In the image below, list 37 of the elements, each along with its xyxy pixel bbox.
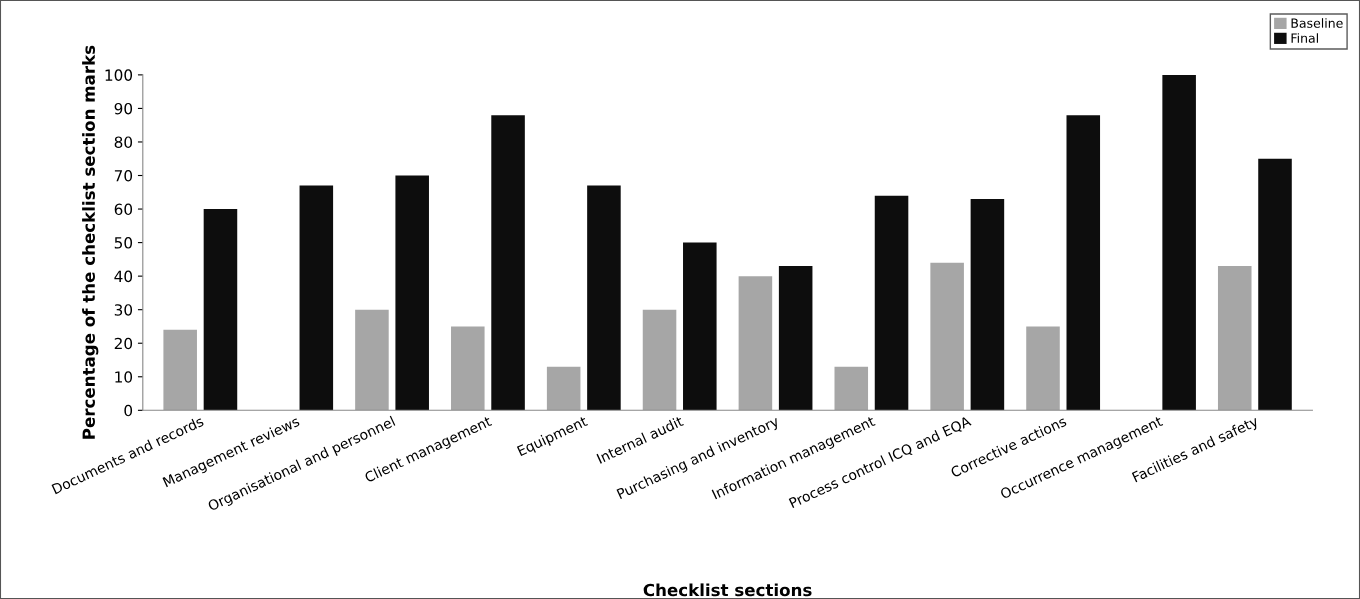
y-tick-label: 40 [114,270,133,283]
bar [930,262,964,411]
bar [834,366,869,411]
bar [491,115,525,411]
y-tick-label: 0 [124,404,133,417]
bar [642,309,677,411]
bar [1258,158,1292,411]
bar [738,276,773,411]
bar [874,195,909,411]
bar [1162,74,1196,411]
y-tick-label: 70 [114,169,133,182]
y-tick-label: 30 [114,304,133,316]
legend-label: Final [1291,33,1318,43]
legend-label: Baseline [1291,18,1343,28]
y-tick-label: 20 [114,337,133,350]
bar [546,366,581,411]
bar [395,175,429,411]
bar [163,329,197,411]
y-tick-label: 10 [115,371,133,383]
bar [1217,266,1252,411]
bar [683,242,717,411]
y-tick-label: 100 [105,69,133,81]
y-axis-title: Percentage of the checklist section marks [82,45,99,439]
x-axis-title: Checklist sections [643,583,812,597]
y-tick-label: 90 [114,102,133,115]
bar [299,185,334,411]
y-tick-label: 60 [114,203,133,216]
y-tick-label: 80 [114,136,133,148]
bar [1026,326,1060,411]
bar [778,266,813,411]
bar [587,185,621,411]
bar [451,326,485,411]
bar [203,209,238,411]
bar [355,309,389,411]
bar [1066,115,1101,411]
bar [970,198,1005,411]
y-tick-label: 50 [114,237,133,249]
